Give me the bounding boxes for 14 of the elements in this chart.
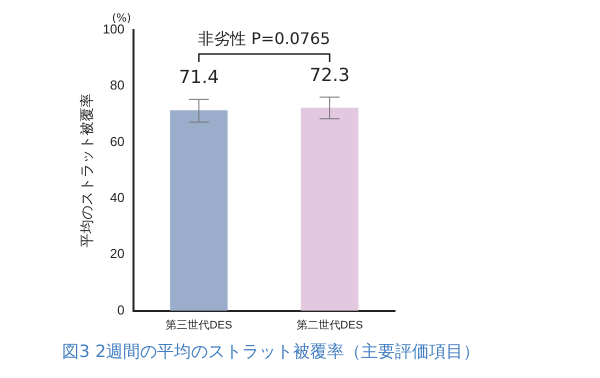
- y-tick-label: 100: [102, 22, 124, 37]
- y-tick-label: 80: [110, 78, 124, 93]
- x-tick-label: 第二世代DES: [296, 318, 363, 332]
- x-tick-label: 第三世代DES: [166, 318, 232, 332]
- annotation: 非劣性 P=0.0765: [198, 29, 330, 48]
- y-tick-label: 20: [110, 246, 124, 262]
- y-tick-label: 40: [110, 190, 124, 206]
- data-label: 71.4: [178, 67, 219, 88]
- y-tick-label: 60: [110, 134, 124, 149]
- text: 図3 2週間の平均のストラット被覆率（主要評価項目）: [62, 341, 480, 363]
- data-label: 72.3: [310, 64, 350, 86]
- y-tick-label: 0: [117, 302, 124, 318]
- y-axis-title: 平均のストラット被覆率: [78, 93, 94, 248]
- text: (%): [112, 11, 132, 24]
